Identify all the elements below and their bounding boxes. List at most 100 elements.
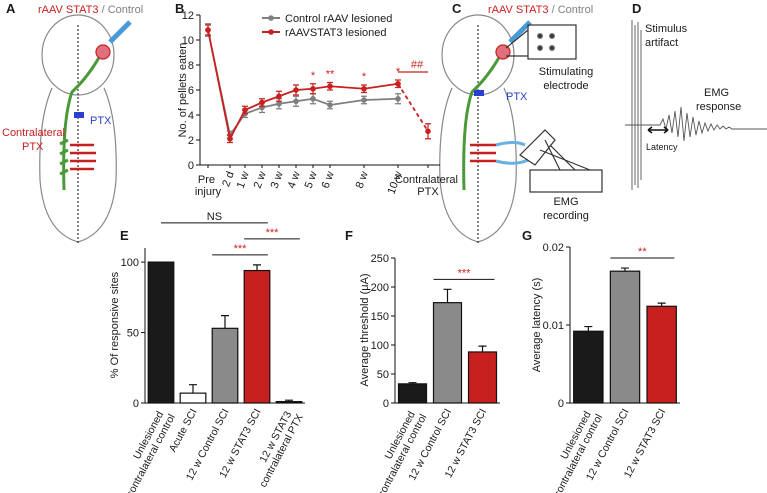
x-tick-label: 8 w bbox=[354, 170, 371, 190]
x-tick-label: 6 w bbox=[320, 170, 337, 190]
panel-letter: B bbox=[175, 1, 184, 16]
marker bbox=[310, 95, 316, 102]
error-bar bbox=[221, 315, 229, 329]
marker bbox=[276, 93, 282, 100]
bar bbox=[147, 261, 175, 404]
marker bbox=[227, 135, 233, 142]
x-tick-label: 2 d bbox=[220, 170, 237, 188]
panel-a-diagram bbox=[39, 14, 132, 245]
marker bbox=[327, 102, 333, 108]
y-tick-label: 0.01 bbox=[543, 320, 564, 332]
x-tick-label: 4 w bbox=[286, 170, 303, 190]
marker bbox=[395, 95, 401, 102]
label: response bbox=[696, 101, 741, 113]
significance: ** bbox=[326, 69, 335, 81]
y-axis-label: Average threshold (μA) bbox=[359, 273, 371, 386]
label: Stimulating bbox=[539, 66, 593, 78]
marker bbox=[425, 128, 431, 135]
y-tick-label: 8 bbox=[188, 60, 194, 72]
panel-letter: F bbox=[345, 228, 353, 243]
label: PTX bbox=[90, 115, 112, 127]
label: PTX bbox=[22, 141, 44, 153]
y-tick-label: 100 bbox=[121, 257, 139, 269]
series-line-dashed bbox=[397, 83, 429, 132]
marker bbox=[310, 85, 316, 92]
significance: * bbox=[362, 71, 367, 83]
significance: * bbox=[311, 70, 316, 82]
significance: *** bbox=[234, 243, 248, 255]
marker bbox=[242, 107, 248, 113]
bar bbox=[609, 270, 641, 404]
bar bbox=[243, 269, 271, 404]
marker bbox=[259, 99, 265, 106]
bar bbox=[467, 351, 498, 404]
bar bbox=[432, 302, 463, 404]
virus-label: rAAV STAT3 / Control bbox=[38, 4, 143, 16]
panel-c-diagram bbox=[439, 14, 603, 245]
y-tick-label: 100 bbox=[371, 340, 389, 352]
label: Contralateral bbox=[2, 127, 65, 139]
bar bbox=[573, 330, 604, 404]
y-tick-label: 50 bbox=[377, 369, 389, 381]
control: / Control bbox=[102, 4, 144, 16]
error-bar bbox=[621, 267, 629, 272]
panel-letter: E bbox=[120, 228, 129, 243]
panel-letter: C bbox=[452, 1, 462, 16]
error-bar bbox=[657, 302, 666, 307]
virus-label: rAAV STAT3 / Control bbox=[488, 4, 593, 16]
series-line bbox=[207, 29, 399, 138]
x-tick-label: Acute SCI bbox=[167, 407, 200, 454]
label: electrode bbox=[543, 80, 588, 92]
label: artifact bbox=[645, 37, 678, 49]
legend-marker bbox=[268, 15, 274, 21]
error-bar bbox=[443, 288, 452, 303]
error-bar bbox=[253, 264, 261, 271]
panel-letter: D bbox=[632, 1, 641, 16]
marker bbox=[293, 87, 299, 93]
marker bbox=[361, 85, 367, 92]
marker bbox=[205, 27, 211, 33]
latency-arrow bbox=[647, 126, 669, 134]
y-tick-label: 250 bbox=[371, 253, 389, 265]
y-tick-label: 0 bbox=[383, 398, 389, 410]
x-tick-label: Pre injury bbox=[195, 174, 222, 198]
label: recording bbox=[543, 210, 589, 222]
label: PTX bbox=[506, 91, 528, 103]
y-tick-label: 0 bbox=[188, 160, 194, 172]
y-tick-label: 0 bbox=[133, 398, 139, 410]
significance: *** bbox=[458, 267, 472, 279]
legend-label: rAAVSTAT3 lesioned bbox=[285, 27, 387, 39]
x-tick-label: 3 w bbox=[269, 170, 286, 190]
marker bbox=[361, 97, 367, 103]
y-tick-label: 200 bbox=[371, 282, 389, 294]
panel-letter: G bbox=[522, 228, 532, 243]
y-tick-label: 2 bbox=[188, 135, 194, 147]
panel-letter: A bbox=[6, 1, 16, 16]
series-line bbox=[207, 29, 399, 142]
y-tick-label: 0 bbox=[558, 398, 564, 410]
label: EMG bbox=[553, 196, 578, 208]
legend-label: Control rAAV lesioned bbox=[285, 13, 392, 25]
y-tick-label: 0.02 bbox=[543, 242, 564, 254]
label: Latency bbox=[646, 142, 678, 152]
emg-trace bbox=[625, 20, 767, 190]
x-tick-label: 2 w bbox=[252, 170, 269, 190]
virus: rAAV STAT3 bbox=[488, 4, 549, 16]
y-tick-label: 6 bbox=[188, 85, 194, 97]
marker bbox=[276, 100, 282, 107]
bar bbox=[646, 305, 677, 404]
error-bar bbox=[189, 384, 197, 394]
y-axis-label: No. of pellets eaten bbox=[177, 43, 189, 138]
significance: *** bbox=[266, 227, 280, 239]
marker bbox=[293, 98, 299, 105]
label: EMG bbox=[704, 87, 729, 99]
y-tick-label: 10 bbox=[182, 35, 194, 47]
x-tick-label: Contralateral PTX bbox=[395, 174, 461, 198]
bar bbox=[179, 392, 207, 404]
error-bar bbox=[478, 345, 487, 352]
error-bar bbox=[285, 399, 293, 402]
significance: ## bbox=[411, 59, 424, 71]
y-axis-label: Average latency (s) bbox=[531, 278, 543, 373]
y-tick-label: 150 bbox=[371, 311, 389, 323]
